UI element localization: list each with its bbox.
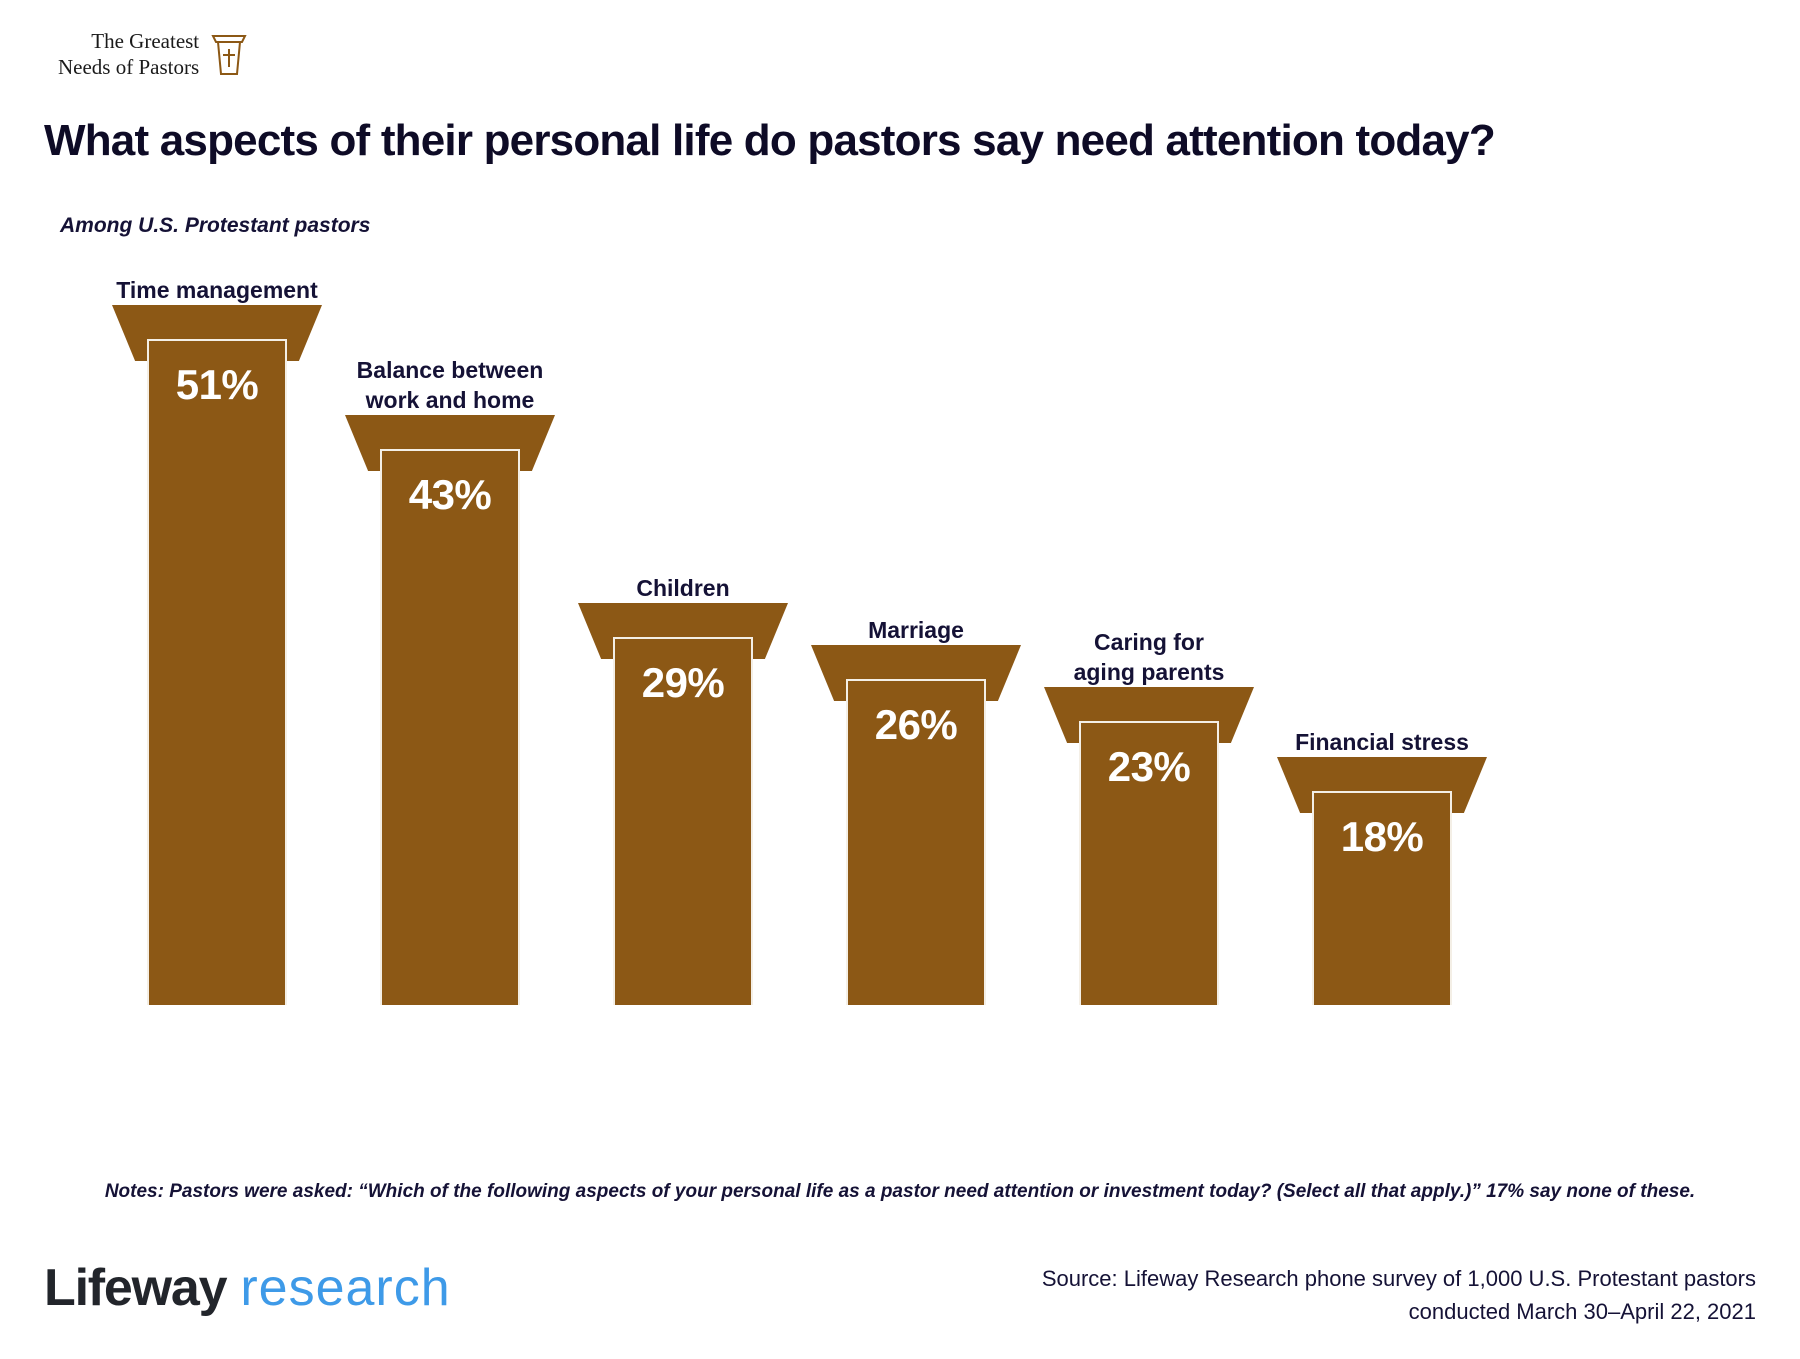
pulpit-cross-icon — [211, 35, 247, 76]
bar-value-label: 51% — [175, 361, 259, 408]
bar-group: Financial stress 18% — [1277, 729, 1487, 1005]
bar-group: Children 29% — [578, 575, 788, 1005]
bar-group: Balance between work and home 43% — [345, 357, 555, 1005]
pulpit-bar: 23% — [1044, 687, 1254, 1005]
bar-category-label: Time management — [116, 276, 318, 303]
pulpit-bar: 29% — [578, 603, 788, 1005]
lifeway-research-logo: Lifeway research — [44, 1258, 451, 1318]
pulpit-bar: 18% — [1277, 757, 1487, 1005]
chart-notes: Notes: Pastors were asked: “Which of the… — [104, 1181, 1696, 1202]
pulpit-body: 29% — [613, 637, 753, 1005]
bar-category-label: Caring for aging parents — [1073, 629, 1225, 685]
bar-category-label: Balance between work and home — [356, 357, 544, 413]
bar-category-label: Marriage — [868, 616, 964, 643]
bar-group: Time management 51% — [112, 277, 322, 1005]
bar-value-label: 18% — [1340, 813, 1424, 860]
pulpit-body: 18% — [1312, 791, 1452, 1005]
pulpit-body: 26% — [846, 679, 986, 1005]
bar-value-label: 23% — [1107, 743, 1191, 790]
brand-mark: The Greatest Needs of Pastors — [58, 28, 249, 81]
logo-lifeway-text: Lifeway — [44, 1259, 228, 1317]
bar-value-label: 29% — [641, 659, 725, 706]
brand-mark-text: The Greatest Needs of Pastors — [58, 29, 200, 80]
page-title: What aspects of their personal life do p… — [44, 116, 1496, 165]
bar-value-label: 26% — [874, 701, 958, 748]
bar-group: Marriage 26% — [811, 617, 1021, 1005]
pulpit-bar: 43% — [345, 415, 555, 1005]
logo-research-text: research — [240, 1259, 451, 1317]
pulpit-body: 43% — [380, 449, 520, 1005]
pulpit-body: 51% — [147, 339, 287, 1005]
bar-value-label: 43% — [408, 471, 492, 518]
pulpit-bar: 26% — [811, 645, 1021, 1005]
bar-category-label: Children — [636, 574, 730, 601]
source-note: Source: Lifeway Research phone survey of… — [1041, 1266, 1756, 1324]
bar-chart: Time management 51% Balance between work… — [112, 277, 1487, 1005]
bar-category-label: Financial stress — [1295, 728, 1469, 755]
bar-group: Caring for aging parents 23% — [1044, 629, 1254, 1005]
chart-subtitle: Among U.S. Protestant pastors — [60, 214, 371, 237]
pulpit-bar: 51% — [112, 305, 322, 1005]
pulpit-body: 23% — [1079, 721, 1219, 1005]
